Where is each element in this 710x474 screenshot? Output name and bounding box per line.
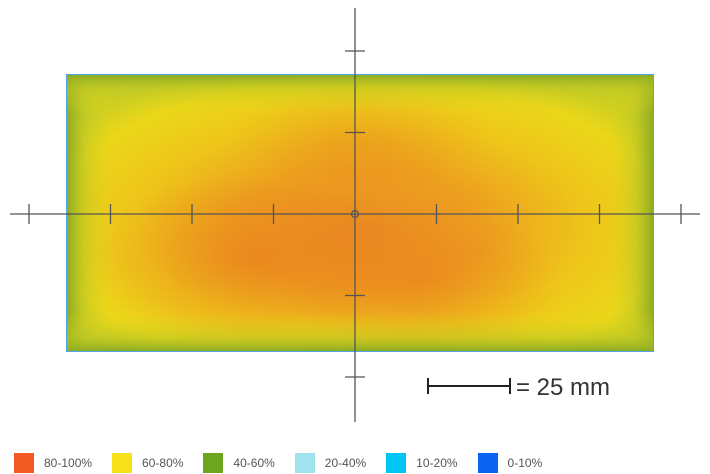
legend-label: 10-20% — [416, 456, 458, 470]
legend: 80-100% 60-80% 40-60% 20-40% 10-20% 0-10% — [14, 453, 562, 473]
legend-item: 20-40% — [294, 453, 367, 473]
legend-label: 60-80% — [142, 456, 184, 470]
crosshair — [10, 8, 700, 422]
legend-item: 0-10% — [477, 453, 543, 473]
origin-marker — [350, 209, 360, 219]
legend-item: 80-100% — [14, 453, 92, 473]
legend-item: 60-80% — [112, 453, 183, 473]
heat-field — [66, 74, 654, 355]
scale-bar-label: = 25 mm — [516, 374, 610, 401]
y-ticks — [345, 50, 365, 378]
legend-swatch — [203, 453, 224, 473]
legend-label: 40-60% — [233, 456, 275, 470]
legend-item: 10-20% — [386, 453, 458, 473]
x-ticks — [28, 204, 682, 224]
legend-swatch — [386, 453, 407, 473]
legend-item: 40-60% — [203, 453, 275, 473]
legend-swatch — [14, 453, 34, 473]
legend-label: 80-100% — [44, 456, 93, 470]
scale-bar: = 25 mm — [427, 374, 610, 401]
legend-label: 0-10% — [507, 456, 543, 470]
field-grain — [67, 75, 653, 351]
legend-swatch — [112, 453, 133, 473]
legend-label: 20-40% — [324, 456, 367, 470]
legend-swatch — [477, 453, 498, 473]
legend-swatch — [294, 453, 315, 473]
